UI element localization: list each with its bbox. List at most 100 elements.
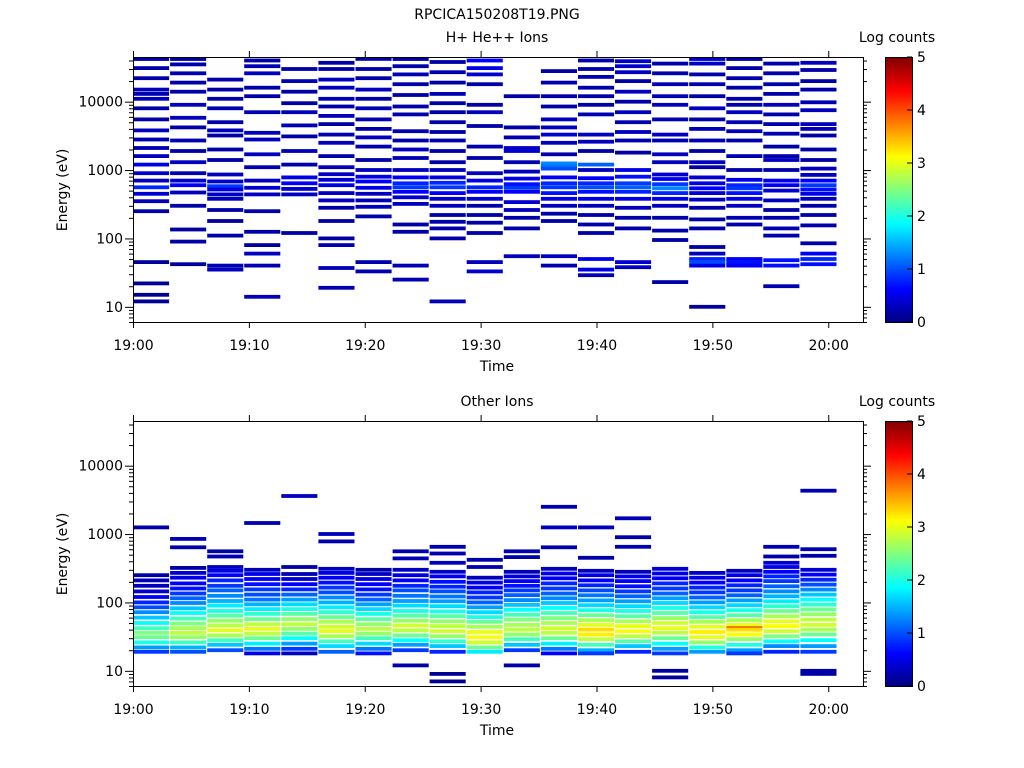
heatmap-cell [466,595,503,600]
heatmap-cell [652,117,689,122]
panel-title: H+ He++ Ions [446,30,549,46]
heatmap-cell [244,209,281,214]
heatmap-cell [318,585,355,590]
heatmap-cell [133,128,170,133]
colorbar-segment [885,668,912,672]
heatmap-cell [170,57,207,61]
heatmap-cell [800,158,837,162]
colorbar-segment [885,440,912,444]
heatmap-cell [689,61,726,66]
colorbar-tick-label: 2 [917,573,926,589]
heatmap-cell [207,147,244,152]
heatmap-cell [689,251,726,256]
heatmap-cell [392,573,429,578]
colorbar-segment [885,606,912,610]
heatmap-cell [800,203,837,208]
colorbar-tick-label: 4 [917,467,926,483]
heatmap-cell [392,229,429,234]
x-axis-label: Time [479,359,514,375]
heatmap-cell [652,675,689,680]
colorbar-segment [885,560,912,563]
heatmap-cell [318,580,355,585]
heatmap-cell [615,150,652,155]
heatmap-cell [466,196,503,201]
heatmap-cell [689,245,726,249]
heatmap-cell [540,152,577,157]
colorbar-segment [885,213,912,217]
heatmap-cell [726,85,763,90]
heatmap-cell [429,594,466,599]
heatmap-cell [392,195,429,200]
colorbar-segment [885,76,912,80]
heatmap-cell [355,592,392,597]
heatmap-cell [503,642,540,647]
heatmap-cell [800,582,837,587]
heatmap-cell [318,610,355,615]
colorbar-segment [885,584,912,588]
heatmap-cell [726,593,763,598]
heatmap-cell [318,219,355,223]
heatmap-cell [726,57,763,61]
heatmap-cell [429,634,466,639]
heatmap-cell [355,87,392,92]
heatmap-cell [503,617,540,622]
heatmap-cell [615,64,652,69]
heatmap-cell [689,585,726,590]
panel-h-he-ions: H+ He++ Ions 19:00 19:10 19:20 19:30 19:40 19… [55,30,935,375]
heatmap-cell [281,602,318,607]
y-axis-label: Energy (eV) [55,149,71,232]
heatmap-cell [466,624,503,629]
colorbar-segment [885,462,912,466]
heatmap-cell [763,574,800,579]
colorbar-segment [885,425,912,429]
heatmap-cell [392,175,429,180]
heatmap-cell [244,602,281,607]
heatmap-cell [578,231,615,235]
heatmap-cell [503,208,540,212]
heatmap-cell [652,591,689,596]
heatmap-cell [318,266,355,270]
heatmap-cell [466,649,503,654]
heatmap-cell [244,617,281,621]
heatmap-cell [318,198,355,203]
heatmap-cell [503,663,540,668]
heatmap-cell [540,80,577,85]
heatmap-cell [726,618,763,623]
heatmap-cell [800,191,837,196]
colorbar-segment [885,83,912,87]
heatmap-cell [689,117,726,122]
heatmap-cell [503,549,540,554]
heatmap-cell [800,607,837,612]
heatmap-cell [578,112,615,117]
heatmap-cell [503,182,540,187]
colorbar-segment [885,87,912,91]
heatmap-cell [170,586,207,591]
heatmap-cell [615,544,652,549]
heatmap-cell [207,583,244,588]
heatmap-cell [170,581,207,586]
colorbar-segment [885,193,912,197]
heatmap-cell [281,631,318,636]
heatmap-cell [615,79,652,83]
colorbar-segment [885,650,912,654]
heatmap-cell [615,99,652,104]
heatmap-cell [244,597,281,602]
heatmap-cell [429,619,466,624]
heatmap-cell [578,583,615,588]
heatmap-cell [763,609,800,613]
heatmap-cell [615,205,652,210]
heatmap-cell [578,608,615,613]
x-tick-label: 19:00 [113,702,153,718]
heatmap-cell [503,603,540,607]
colorbar-segment [885,621,912,625]
heatmap-cell [355,198,392,203]
heatmap-cell [244,229,281,234]
heatmap-cell [726,129,763,134]
heatmap-cell [763,71,800,76]
heatmap-cell [726,222,763,227]
heatmap-cell [355,76,392,81]
heatmap-cell [652,94,689,99]
colorbar-segment [885,187,912,191]
heatmap-cell [540,104,577,109]
heatmap-cell [540,591,577,596]
